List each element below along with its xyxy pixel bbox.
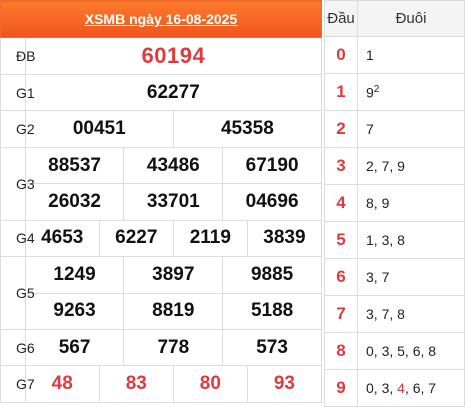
head-digit: 4 (324, 184, 358, 222)
head-digit: 2 (324, 110, 358, 148)
prize-number: 88537 (24, 146, 125, 185)
tail-digit: , 6, 7 (404, 380, 437, 396)
prize-row-g6: G6 567 778 573 (0, 328, 322, 367)
loto-row: 1 92 (324, 73, 465, 111)
loto-row: 9 0, 3, 4, 6, 7 (324, 369, 465, 407)
prize-label: G5 (0, 256, 35, 330)
head-digit: 3 (324, 147, 358, 185)
prize-label: G6 (0, 328, 35, 367)
prize-number: 6227 (98, 219, 174, 258)
prize-number: 4653 (24, 219, 100, 258)
loto-header-row: Đầu Đuôi (324, 0, 465, 37)
head-digit: 5 (324, 221, 358, 259)
special-prize-number: 60194 (24, 37, 323, 75)
prize-label: G2 (0, 110, 35, 148)
tail-digits: 3, 7, 8 (357, 295, 465, 333)
highlighted-tail-digit: 4 (397, 380, 405, 396)
tail-digits: 7 (357, 110, 465, 148)
results-table: XSMB ngày 16-08-2025 ĐB 60194 G1 62277 G… (0, 0, 323, 403)
prize-row-g7: G7 48 83 80 93 (0, 365, 323, 403)
prize-row-g5b: 9263 8819 5188 (1, 292, 322, 330)
prize-number: 33701 (123, 183, 224, 221)
prize-number: 93 (246, 365, 323, 403)
head-digit: 1 (324, 73, 358, 111)
prize-number: 80 (172, 365, 248, 403)
loto-row: 4 8, 9 (324, 184, 465, 222)
prize-number: 43486 (123, 146, 224, 185)
prize-label: G4 (0, 219, 35, 258)
prize-label: G7 (0, 365, 35, 403)
prize-number: 9263 (24, 292, 125, 330)
tail-digits: 8, 9 (357, 184, 465, 222)
prize-label: G1 (0, 73, 35, 112)
head-digit: 9 (324, 369, 358, 407)
prize-label: G3 (0, 146, 35, 221)
prize-number: 04696 (222, 183, 322, 221)
loto-row: 3 2, 7, 9 (324, 147, 465, 185)
head-digit: 6 (324, 258, 358, 296)
tail-digits: 3, 7 (357, 258, 465, 296)
prize-number: 5188 (222, 292, 322, 330)
prize-number: 573 (222, 328, 322, 367)
tail-digit: 9 (366, 84, 374, 101)
prize-row-g1: G1 62277 (0, 73, 323, 112)
loto-row: 6 3, 7 (324, 258, 465, 296)
loto-row: 5 1, 3, 8 (324, 221, 465, 259)
tail-column-header: Đuôi (357, 0, 465, 37)
tail-digits: 0, 3, 5, 6, 8 (357, 332, 465, 370)
tail-digits: 1, 3, 8 (357, 221, 465, 259)
loto-row: 7 3, 7, 8 (324, 295, 465, 333)
head-digit: 7 (324, 295, 358, 333)
prize-row-g5: G5 1249 3897 9885 (0, 256, 322, 330)
prize-number: 62277 (24, 73, 323, 112)
prize-row-g2: G2 00451 45358 (0, 110, 323, 148)
head-column-header: Đầu (324, 0, 358, 37)
loto-row: 2 7 (324, 110, 465, 148)
prize-number: 83 (98, 365, 174, 403)
prize-number: 1249 (24, 256, 125, 294)
prize-number: 3897 (123, 256, 224, 294)
prize-number: 3839 (246, 219, 323, 258)
tail-digit: 0, 3, (366, 380, 398, 396)
prize-number: 567 (24, 328, 125, 367)
loto-row: 8 0, 3, 5, 6, 8 (324, 332, 465, 370)
prize-row-g3: G3 88537 43486 67190 (0, 146, 322, 221)
results-title[interactable]: XSMB ngày 16-08-2025 (0, 0, 322, 39)
prize-number: 2119 (172, 219, 248, 258)
prize-number: 9885 (222, 256, 322, 294)
prize-number: 26032 (24, 183, 125, 221)
prize-row-g4: G4 4653 6227 2119 3839 (0, 219, 323, 258)
prize-number: 778 (123, 328, 224, 367)
head-tail-table: Đầu Đuôi 0 1 1 92 2 7 3 2, 7, 9 4 8, 9 5… (324, 0, 465, 407)
repeat-count: 2 (373, 83, 380, 95)
prize-number: 45358 (172, 110, 323, 148)
head-digit: 8 (324, 332, 358, 370)
head-digit: 0 (324, 36, 358, 74)
tail-digits: 0, 3, 4, 6, 7 (357, 369, 465, 407)
tail-digits: 2, 7, 9 (357, 147, 465, 185)
loto-row: 0 1 (324, 36, 465, 74)
tail-digits: 92 (357, 73, 465, 111)
tail-digits: 1 (357, 36, 465, 74)
prize-label: ĐB (0, 37, 35, 75)
prize-row-db: ĐB 60194 (0, 37, 323, 75)
prize-number: 48 (24, 365, 100, 403)
prize-number: 8819 (123, 292, 224, 330)
prize-row-g3b: 26032 33701 04696 (1, 183, 322, 221)
prize-number: 00451 (24, 110, 174, 148)
prize-number: 67190 (222, 146, 322, 185)
